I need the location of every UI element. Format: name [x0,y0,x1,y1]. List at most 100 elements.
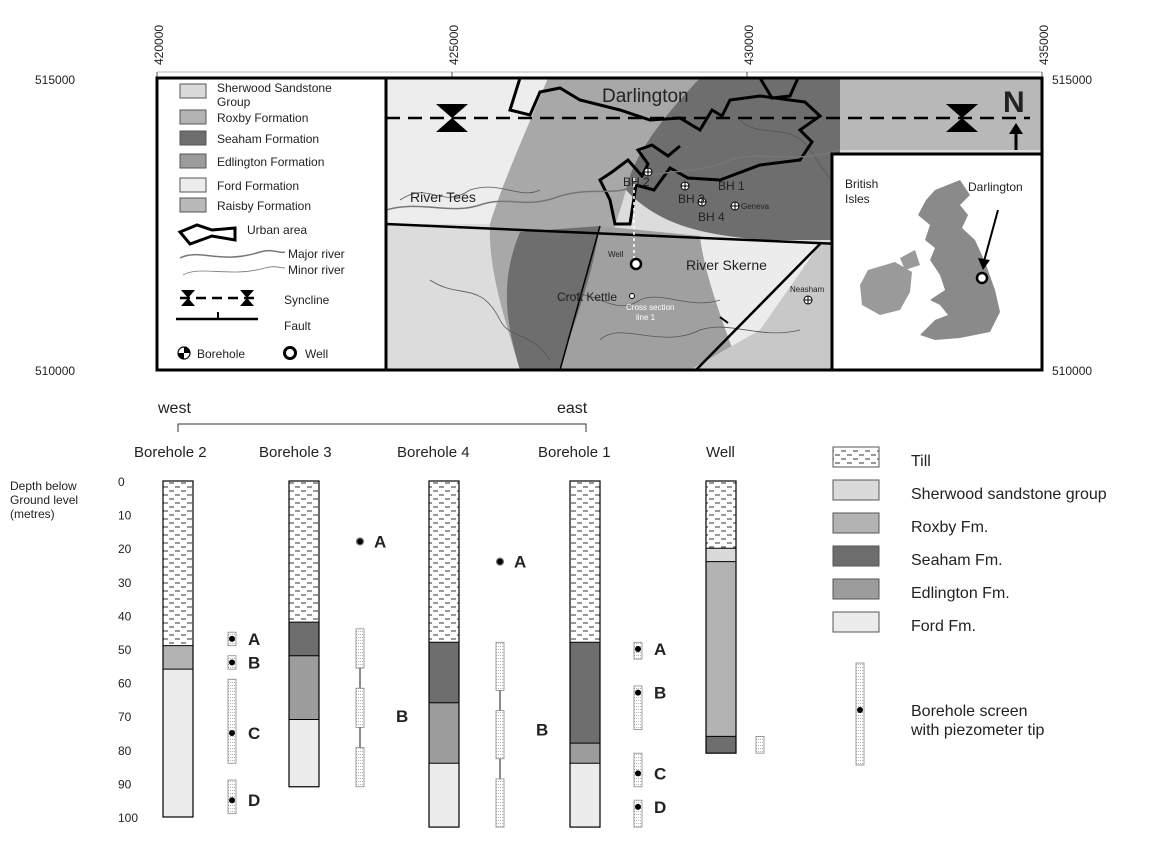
piezometer-label: A [654,640,666,659]
column-outline [705,480,737,754]
key-screen-icon [855,662,865,766]
layer-edlington [289,655,319,720]
piezometer-label: A [248,630,260,649]
depth-label-1: Depth below [10,479,77,493]
piezometer-label: C [654,764,666,783]
major-river-icon [179,249,286,259]
label-river-tees: River Tees [410,189,476,205]
piezometer-label: B [536,721,548,740]
north-arrow-icon [1009,123,1023,134]
easting-label-4: 435000 [1037,25,1051,65]
piezometer-tip [635,803,641,810]
piezometer-tip [495,557,505,566]
piezometer-tip [229,730,235,736]
map-title: Darlington [602,86,689,107]
key-swatch-ford [832,611,880,633]
east-label: east [557,400,588,417]
piezometer-label: C [248,724,260,743]
easting-label-2: 425000 [447,25,461,65]
depth-tick-label: 90 [118,777,132,791]
depth-tick-label: 0 [118,475,125,489]
key-swatch-seaham [832,545,880,567]
layer-ford [429,763,459,828]
column-header: Borehole 4 [397,444,470,461]
legend-label-roxby: Roxby Formation [217,111,308,125]
legend-label-urban: Urban area [247,223,307,237]
layer-till [570,481,600,643]
legend-label-borehole: Borehole [197,347,245,361]
layer-edlington [429,702,459,764]
column-outline [428,480,460,828]
northing-axis: 515000 515000 510000 510000 [35,73,1092,378]
screen [633,799,643,828]
inset-label-darlington: Darlington [968,180,1023,194]
screen-segment [495,710,505,760]
screen-segment [355,687,365,728]
screen [633,752,643,788]
key-label-sherwood: Sherwood sandstone group [911,486,1107,503]
piezometer-C: C [227,678,260,764]
layer-till [429,481,459,643]
piezometer-B: B [227,653,260,672]
key-label-edlington: Edlington Fm. [911,585,1010,602]
piezometer-A: A [495,553,526,572]
column-outline [162,480,194,818]
piezometer-tip [229,797,235,804]
borehole-icon [177,346,191,360]
legend-label-raisby: Raisby Formation [217,199,311,213]
label-croft-kettle: Croft Kettle [557,290,617,304]
key-swatch-sherwood [832,479,880,501]
minor-river-icon [182,266,286,276]
piezometer-screen [755,735,765,754]
piezometer-tip [229,635,235,642]
piezometer-label: A [374,532,386,551]
column-well: Well [705,444,737,754]
west-label: west [157,400,191,417]
depth-tick-label: 80 [118,744,132,758]
piezometer-label: B [396,707,408,726]
label-well: Well [608,250,624,259]
piezometer-tip [355,537,365,546]
borehole-columns: Borehole 2 Borehole 3 Borehole 4 Borehole 1… [134,444,737,828]
legend-swatch [179,153,207,169]
depth-tick-label: 60 [118,677,132,691]
screen [633,685,643,731]
north-label: N [1003,86,1025,119]
piezometer-A: A [633,640,666,660]
layer-till [706,481,736,549]
depth-tick-label: 50 [118,643,132,657]
layer-roxby [163,645,193,670]
key-label-till: Till [911,453,931,470]
fault-icon [176,312,258,321]
key-screen-label-2: with piezometer tip [910,722,1044,739]
piezometer-B: B [495,641,548,828]
layer-edlington [570,743,600,764]
column-header: Borehole 3 [259,444,332,461]
northing-label-right-top: 515000 [1052,73,1092,87]
piezometer-B: B [633,684,666,731]
layer-till [289,481,319,623]
legend-label-syncline: Syncline [284,293,330,307]
label-neasham: Neasham [790,285,825,294]
key-piezometer-tip-icon [857,707,863,713]
screen-segment [355,747,365,788]
depth-tick-label: 70 [118,710,132,724]
legend-label-ford: Ford Formation [217,179,299,193]
label-cross-section-2: line 1 [636,313,656,322]
well-icon [283,346,297,360]
northing-label-left-top: 515000 [35,73,75,87]
key-label-roxby: Roxby Fm. [911,519,988,536]
piezometer-label: D [654,798,666,817]
legend-label-fault: Fault [284,319,311,333]
screen [755,735,765,754]
piezometer-label: A [514,553,526,572]
legend-label-sherwood-1: Sherwood Sandstone [217,81,332,95]
legend-swatch [179,109,207,125]
legend-label-major-river: Major river [288,247,345,261]
piezometer-tip [635,646,641,652]
map-legend: Sherwood Sandstone Group Roxby Formation… [176,81,345,361]
lithology-key: Till Sherwood sandstone group Roxby Fm. Sea… [832,446,1107,766]
depth-tick-label: 100 [118,811,138,825]
